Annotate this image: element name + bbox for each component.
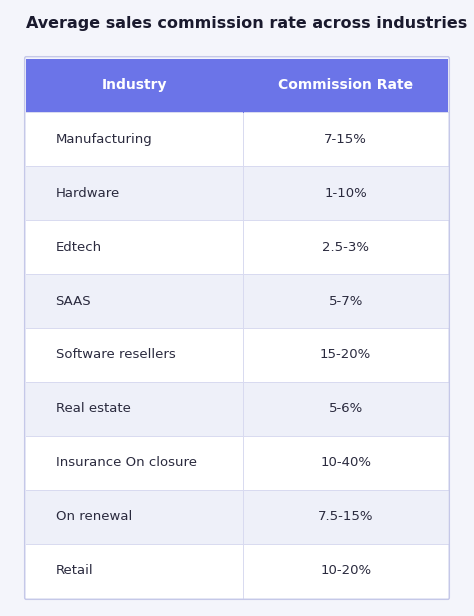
Bar — [26, 112, 448, 166]
Text: Manufacturing: Manufacturing — [55, 133, 152, 146]
Text: Retail: Retail — [55, 564, 93, 577]
Bar — [26, 490, 448, 543]
Text: 5-6%: 5-6% — [328, 402, 363, 415]
Text: Real estate: Real estate — [55, 402, 130, 415]
Bar — [26, 436, 448, 490]
Text: 10-20%: 10-20% — [320, 564, 371, 577]
Bar — [26, 59, 448, 112]
Text: Edtech: Edtech — [55, 241, 102, 254]
Text: 5-7%: 5-7% — [328, 294, 363, 307]
Text: Commission Rate: Commission Rate — [278, 78, 413, 92]
Text: SAAS: SAAS — [55, 294, 91, 307]
Text: 1-10%: 1-10% — [324, 187, 367, 200]
Text: Industry: Industry — [102, 78, 167, 92]
Bar — [26, 382, 448, 436]
Text: Average sales commission rate across industries: Average sales commission rate across ind… — [26, 16, 467, 31]
Text: 2.5-3%: 2.5-3% — [322, 241, 369, 254]
Text: Hardware: Hardware — [55, 187, 120, 200]
Text: Software resellers: Software resellers — [55, 349, 175, 362]
Text: 7-15%: 7-15% — [324, 133, 367, 146]
Text: 10-40%: 10-40% — [320, 456, 371, 469]
Text: Insurance On closure: Insurance On closure — [55, 456, 197, 469]
Bar — [26, 220, 448, 274]
Bar — [26, 166, 448, 221]
Text: 15-20%: 15-20% — [320, 349, 371, 362]
Bar — [26, 274, 448, 328]
Text: 7.5-15%: 7.5-15% — [318, 510, 374, 523]
Text: On renewal: On renewal — [55, 510, 132, 523]
Bar — [26, 328, 448, 382]
Bar — [26, 543, 448, 598]
